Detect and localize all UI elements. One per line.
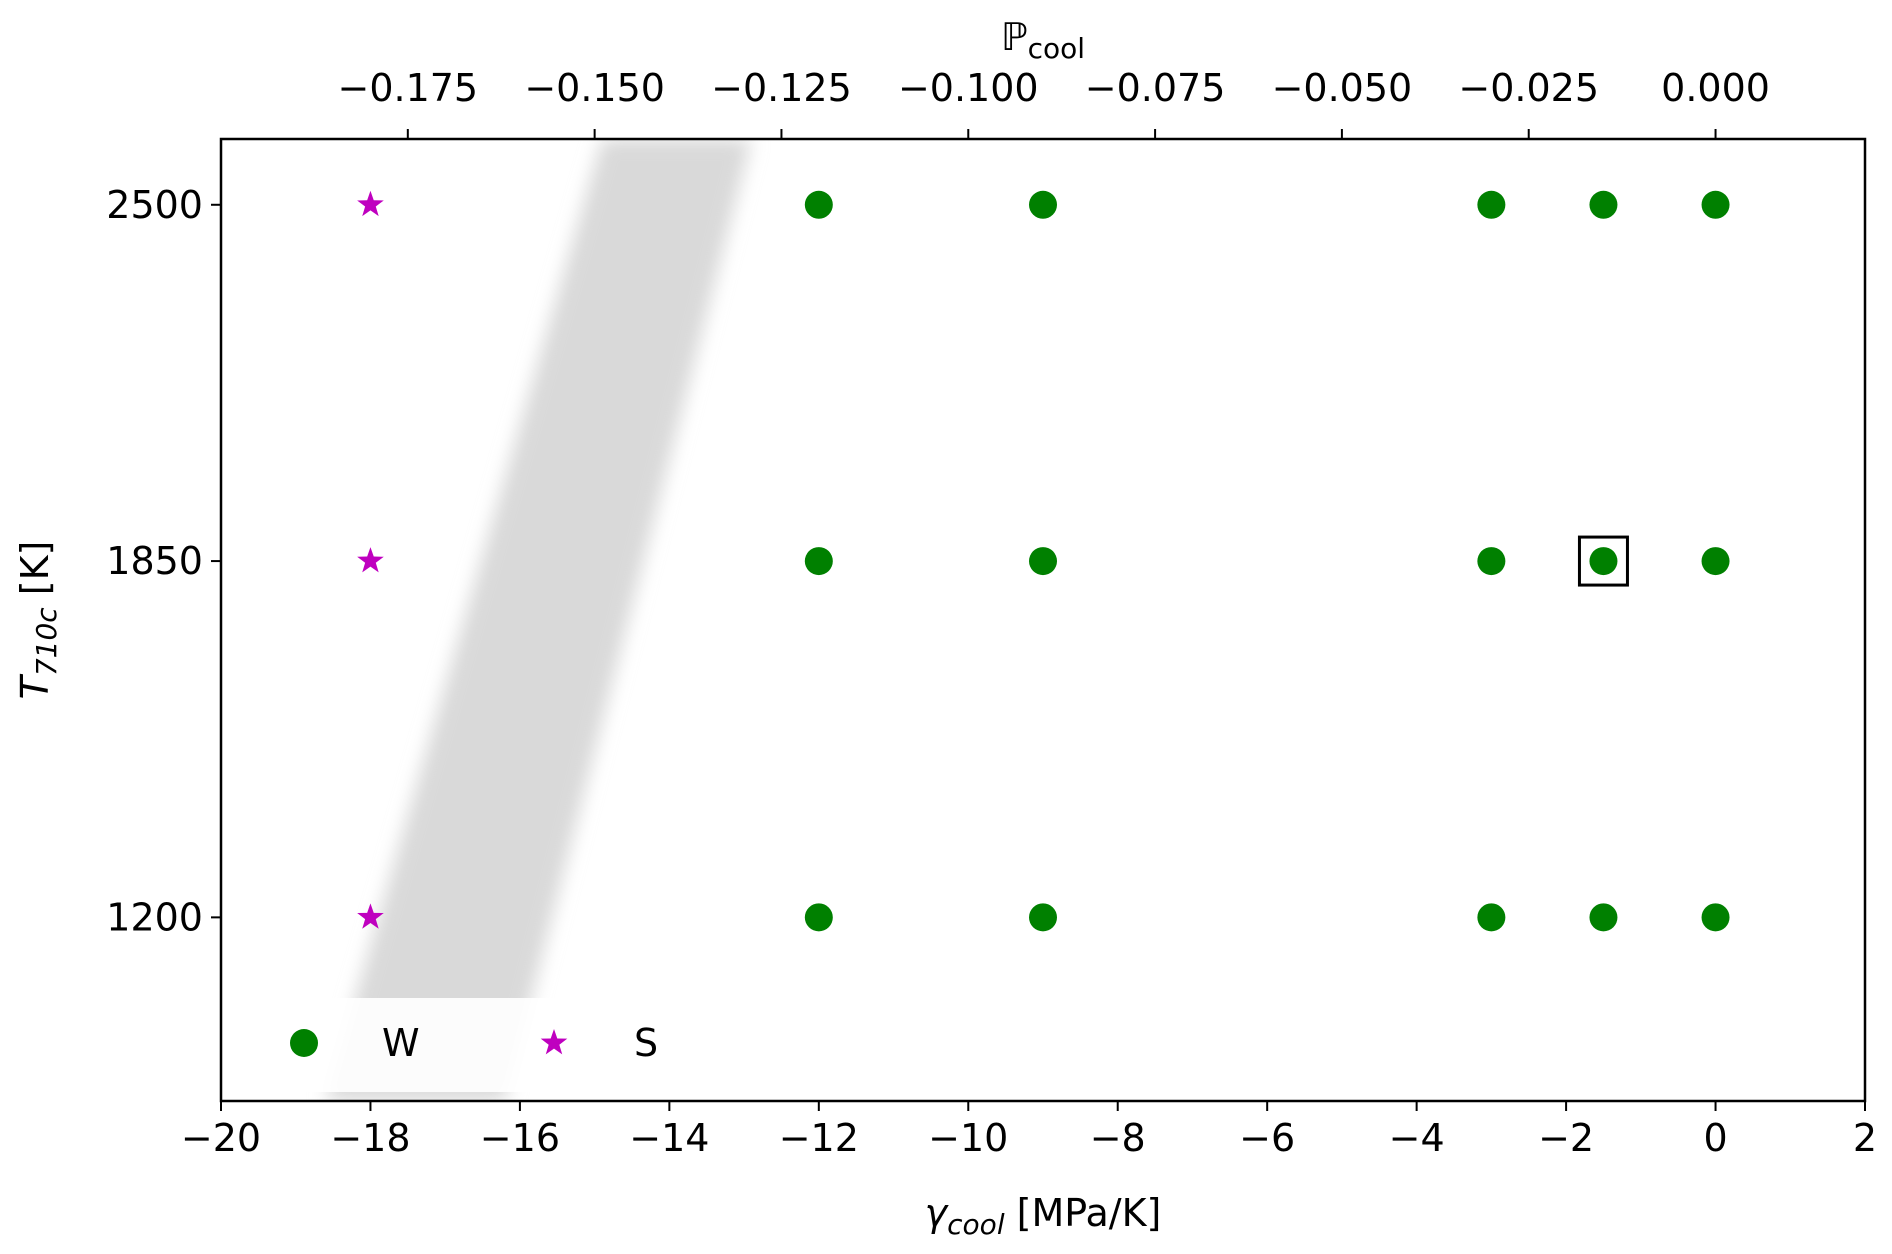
shaded-band: [325, 139, 752, 1101]
x-tick-label: 0: [1703, 1116, 1727, 1160]
plot-frame: [219, 137, 1867, 1103]
data-point-star: [357, 547, 384, 573]
x-axis-title: γcool [MPa/K]: [925, 1191, 1162, 1241]
data-point-star: [357, 903, 384, 929]
data-point-circle: [804, 547, 833, 576]
data-point-circle: [804, 190, 833, 219]
x-tick-label: −2: [1538, 1116, 1594, 1160]
x-tick-label: −10: [928, 1116, 1008, 1160]
x-tick-label: 2: [1853, 1116, 1877, 1160]
top-x-tick-label: −0.075: [1085, 66, 1226, 110]
x-tick-label: −12: [779, 1116, 859, 1160]
y-axis-unit: [K]: [13, 541, 57, 608]
y-axis-symbol: T: [13, 673, 57, 699]
top-x-tick-label: 0.000: [1661, 66, 1770, 110]
x-axis-subscript: cool: [947, 1208, 1005, 1241]
x-tick-label: −6: [1239, 1116, 1295, 1160]
x-axis-unit: [MPa/K]: [1005, 1191, 1162, 1235]
legend-label-w: W: [382, 1021, 420, 1065]
top-x-axis-symbol: ℙ: [1001, 15, 1028, 59]
top-x-tick-label: −0.100: [898, 66, 1039, 110]
data-point-circle: [1029, 547, 1057, 576]
data-point-circle: [1589, 547, 1618, 576]
top-x-tick-label: −0.125: [711, 66, 852, 110]
x-tick-label: −20: [181, 1116, 261, 1160]
data-points: [357, 190, 1730, 932]
legend-label-s: S: [634, 1021, 658, 1065]
data-point-circle: [1477, 190, 1506, 219]
y-axis-title: T710c [K]: [13, 541, 63, 700]
data-point-circle: [1701, 190, 1730, 219]
data-point-circle: [1701, 903, 1730, 932]
data-point-circle: [1029, 190, 1057, 219]
top-x-axis-title: ℙcool: [1001, 15, 1085, 65]
data-point-circle: [1477, 547, 1506, 576]
data-point-circle: [1589, 190, 1618, 219]
data-point-circle: [1029, 903, 1057, 932]
x-tick-label: −4: [1389, 1116, 1445, 1160]
x-tick-label: −14: [629, 1116, 709, 1160]
data-point-circle: [804, 903, 833, 932]
y-axis-subscript: 710c: [30, 607, 63, 676]
y-tick-label: 2500: [106, 183, 203, 227]
top-x-tick-label: −0.025: [1458, 66, 1599, 110]
axes-ticks: −20 −18 −16 −14 −12 −10 −8 −6 −4 −2 0 2120018502500…: [106, 66, 1877, 1160]
data-point-circle: [1701, 547, 1730, 576]
top-x-tick-label: −0.050: [1272, 66, 1413, 110]
legend-box: [231, 998, 771, 1092]
data-point-circle: [1477, 903, 1506, 932]
top-x-axis-subscript: cool: [1028, 32, 1085, 65]
top-x-tick-label: −0.175: [337, 66, 478, 110]
y-tick-label: 1200: [106, 895, 203, 939]
data-point-star: [357, 190, 384, 217]
highlight-square: [1577, 535, 1629, 587]
x-tick-label: −8: [1090, 1116, 1146, 1160]
legend-marker-w: [290, 1029, 318, 1057]
x-tick-label: −16: [480, 1116, 560, 1160]
data-point-circle: [1589, 903, 1618, 932]
legend-marker-s: [540, 1029, 568, 1055]
y-tick-label: 1850: [106, 539, 203, 583]
x-tick-label: −18: [330, 1116, 410, 1160]
x-axis-symbol: γ: [925, 1191, 950, 1235]
shaded-band-region: [325, 139, 752, 1101]
top-x-tick-label: −0.150: [524, 66, 665, 110]
